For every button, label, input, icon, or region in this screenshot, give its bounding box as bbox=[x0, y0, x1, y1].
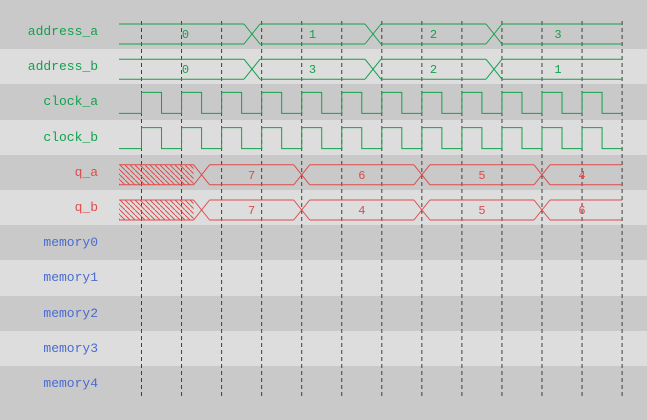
signal-row-q-b: q_b bbox=[0, 189, 647, 226]
signal-name-q-b[interactable]: q_b bbox=[74, 199, 98, 215]
signal-row-clock-a: clock_a bbox=[0, 84, 647, 120]
signal-name-clock-b[interactable]: clock_b bbox=[43, 129, 98, 145]
signal-rows: address_a address_b clock_a clock_b q_a … bbox=[0, 14, 647, 402]
signal-name-address-b[interactable]: address_b bbox=[27, 59, 98, 75]
signal-name-q-a[interactable]: q_a bbox=[74, 164, 98, 180]
signal-row-memory1: memory1 bbox=[0, 260, 647, 296]
signal-name-memory3[interactable]: memory3 bbox=[43, 340, 98, 356]
signal-row-q-a: q_a bbox=[0, 154, 647, 190]
signal-row-address-a: address_a bbox=[0, 14, 647, 50]
signal-row-memory0: memory0 bbox=[0, 225, 647, 261]
signal-name-memory1[interactable]: memory1 bbox=[43, 270, 98, 286]
signal-row-memory2: memory2 bbox=[0, 295, 647, 331]
signal-name-memory2[interactable]: memory2 bbox=[43, 305, 98, 321]
signal-row-memory3: memory3 bbox=[0, 330, 647, 366]
signal-name-address-a[interactable]: address_a bbox=[27, 24, 98, 39]
signal-row-clock-b: clock_b bbox=[0, 119, 647, 155]
signal-row-address-b: address_b bbox=[0, 49, 647, 85]
signal-name-memory0[interactable]: memory0 bbox=[43, 235, 98, 251]
signal-row-memory4: memory4 bbox=[0, 365, 647, 402]
signal-name-memory4[interactable]: memory4 bbox=[43, 375, 98, 391]
signal-name-clock-a[interactable]: clock_a bbox=[43, 94, 98, 110]
